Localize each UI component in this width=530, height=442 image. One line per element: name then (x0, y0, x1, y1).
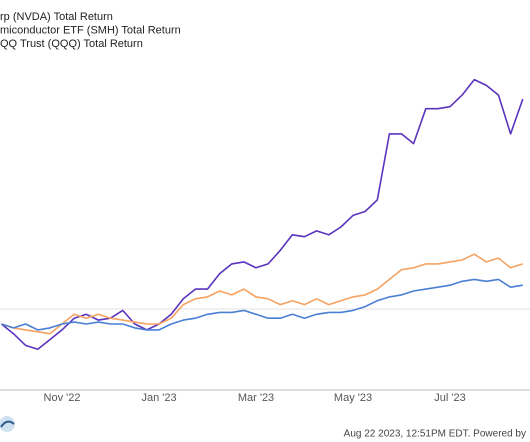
footer: Aug 22 2023, 12:51PM EDT. Powered by (344, 429, 526, 440)
legend-label: rp (NVDA) Total Return (0, 11, 113, 23)
logo (0, 416, 15, 432)
series-line (0, 78, 524, 351)
x-tick-label: Mar '23 (238, 392, 274, 404)
legend-label: miconductor ETF (SMH) Total Return (0, 24, 181, 36)
x-tick-label: May '23 (334, 392, 372, 404)
legend-label: QQ Trust (QQQ) Total Return (0, 38, 143, 50)
x-tick-label: Jan '23 (141, 392, 176, 404)
x-tick-label: Jul '23 (434, 392, 465, 404)
series-line (1, 253, 524, 335)
x-tick-label: Nov '22 (44, 392, 81, 404)
series-line (1, 278, 523, 331)
